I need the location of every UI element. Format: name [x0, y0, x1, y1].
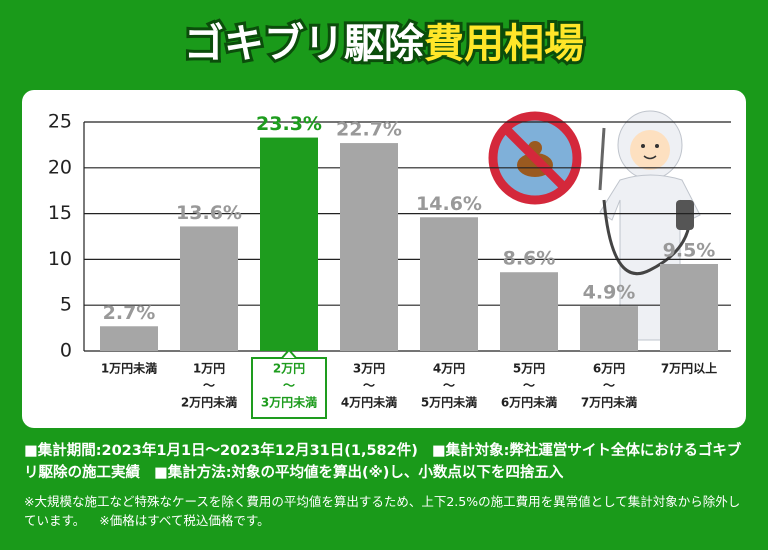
- y-tick-label: 20: [48, 156, 72, 178]
- bar: [580, 306, 638, 351]
- notes: ■集計期間:2023年1月1日〜2023年12月31日(1,582件) ■集計対象…: [24, 440, 748, 484]
- note: ■集計期間:2023年1月1日〜2023年12月31日(1,582件): [24, 443, 418, 459]
- y-tick-label: 10: [48, 248, 72, 270]
- x-tick-label: 7万円未満: [581, 395, 637, 410]
- bar: [260, 137, 318, 351]
- note: ■集計対象:弊社運営サイト全体におけるゴキブリ駆除の施工実績: [24, 443, 742, 481]
- x-tick-label: 〜: [283, 379, 295, 393]
- x-tick-label: 〜: [603, 379, 615, 393]
- x-tick-label: 3万円: [353, 362, 385, 376]
- x-tick-label: 5万円: [513, 362, 545, 376]
- bar: [100, 326, 158, 351]
- value-label: 13.6%: [176, 202, 242, 224]
- x-tick-label: 〜: [523, 379, 535, 393]
- x-tick-label: 〜: [203, 379, 215, 393]
- bar: [340, 143, 398, 351]
- x-tick-label: 2万円未満: [181, 395, 237, 410]
- value-label: 14.6%: [416, 193, 482, 215]
- bar: [420, 217, 478, 351]
- x-tick-label: 〜: [443, 379, 455, 393]
- value-label: 8.6%: [503, 248, 556, 270]
- x-tick-label: 2万円: [273, 362, 305, 376]
- chart-title: ゴキブリ駆除費用相場: [184, 21, 584, 67]
- note: ※価格はすべて税込価格です。: [99, 513, 270, 528]
- value-label: 22.7%: [336, 119, 402, 141]
- x-tick-label: 7万円以上: [661, 361, 717, 376]
- title-main: ゴキブリ駆除: [184, 21, 425, 67]
- value-label: 2.7%: [103, 302, 156, 324]
- y-tick-label: 5: [60, 294, 72, 316]
- x-tick-label: 1万円: [193, 362, 225, 376]
- x-tick-label: 1万円未満: [101, 361, 157, 376]
- title-highlight: 費用相場: [424, 21, 584, 67]
- x-tick-label: 5万円未満: [421, 395, 477, 410]
- value-label: 4.9%: [583, 282, 636, 304]
- bar: [660, 263, 718, 351]
- x-tick-label: 〜: [363, 379, 375, 393]
- y-tick-label: 15: [48, 202, 72, 224]
- footnotes: ※大規模な施工など特殊なケースを除く費用の平均値を算出するため、上下2.5%の施…: [24, 492, 748, 530]
- illustration: [488, 110, 701, 341]
- x-tick-label: 6万円未満: [501, 395, 557, 410]
- x-tick-label: 4万円: [433, 362, 465, 376]
- y-tick-label: 0: [60, 340, 72, 362]
- highlight-pointer: [281, 348, 297, 359]
- bar: [500, 272, 558, 351]
- x-tick-label: 3万円未満: [261, 395, 317, 410]
- note: ■集計方法:対象の平均値を算出(※)し、小数点以下を四捨五入: [154, 465, 564, 481]
- x-tick-label: 4万円未満: [341, 395, 397, 410]
- bar: [180, 226, 238, 351]
- y-tick-label: 25: [48, 111, 72, 133]
- note: ※大規模な施工など特殊なケースを除く費用の平均値を算出するため、上下2.5%の施…: [24, 494, 741, 528]
- value-label: 9.5%: [663, 239, 716, 261]
- x-tick-label: 6万円: [593, 362, 625, 376]
- value-label: 23.3%: [256, 113, 322, 135]
